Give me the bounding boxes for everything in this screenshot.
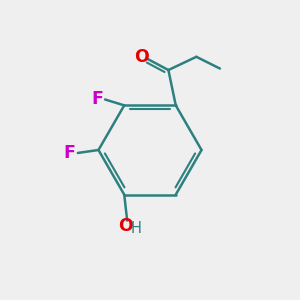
Text: O: O [118,217,133,235]
Text: H: H [130,221,142,236]
Text: O: O [134,48,148,66]
Text: F: F [64,144,76,162]
Text: F: F [91,91,103,109]
